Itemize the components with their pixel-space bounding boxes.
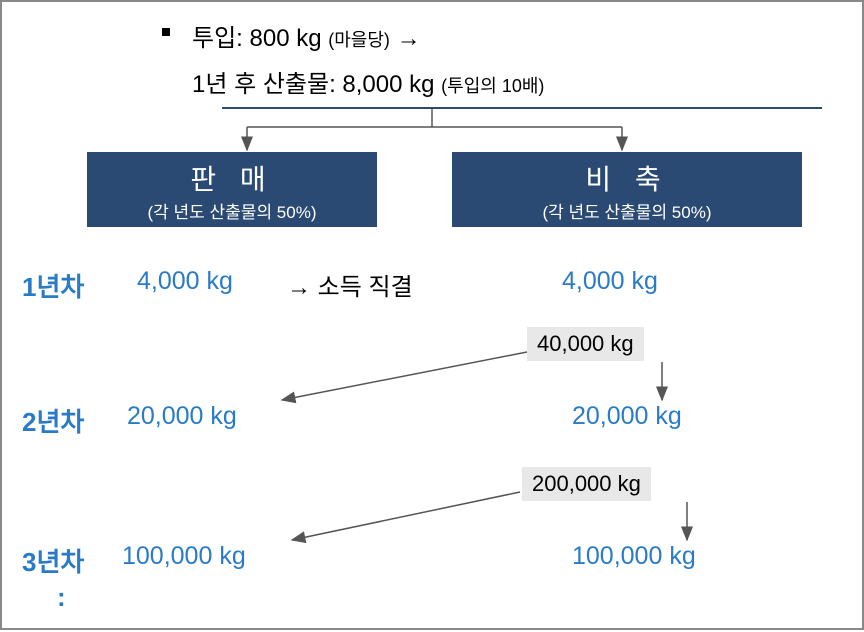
year2-reserve-value: 20,000 kg [572, 402, 682, 431]
header-input: 투입: 800 kg (마을당) → [192, 18, 421, 53]
year2-multiplier-box: 40,000 kg [527, 327, 644, 361]
bullet-icon [162, 28, 170, 36]
year2-label: 2년차 [22, 402, 84, 439]
input-arrow: → [397, 25, 421, 52]
year2-sale-value: 20,000 kg [127, 402, 237, 431]
year3-sale-value: 100,000 kg [122, 542, 246, 571]
input-label: 투입: 800 kg [192, 25, 322, 52]
box-reserve: 비 축 (각 년도 산출물의 50%) [452, 152, 802, 227]
year3-label: 3년차 [22, 542, 84, 579]
header-output: 1년 후 산출물: 8,000 kg (투입의 10배) [192, 64, 544, 99]
output-label: 1년 후 산출물: 8,000 kg [192, 71, 435, 98]
year1-income-text: → 소득 직결 [287, 267, 413, 302]
year1-sale-value: 4,000 kg [137, 267, 233, 296]
box-sale-subtitle: (각 년도 산출물의 50%) [87, 198, 377, 223]
continuation-colon: : [57, 582, 66, 613]
box-reserve-subtitle: (각 년도 산출물의 50%) [452, 198, 802, 223]
top-divider [222, 107, 822, 109]
year3-multiplier-box: 200,000 kg [522, 467, 651, 501]
box-reserve-title: 비 축 [452, 158, 802, 198]
box-sale-title: 판 매 [87, 158, 377, 198]
output-note: (투입의 10배) [441, 76, 544, 96]
input-note: (마을당) [328, 30, 390, 50]
year3-reserve-value: 100,000 kg [572, 542, 696, 571]
box-sale: 판 매 (각 년도 산출물의 50%) [87, 152, 377, 227]
year1-label: 1년차 [22, 267, 84, 304]
year1-reserve-value: 4,000 kg [562, 267, 658, 296]
